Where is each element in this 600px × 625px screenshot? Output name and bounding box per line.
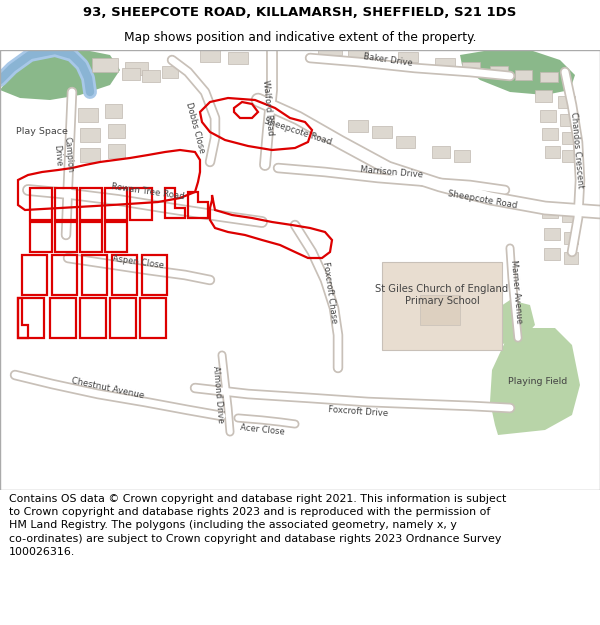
Text: Acer Close: Acer Close xyxy=(239,423,284,437)
Polygon shape xyxy=(540,72,558,82)
Polygon shape xyxy=(105,104,122,118)
Polygon shape xyxy=(78,108,98,122)
Polygon shape xyxy=(560,114,575,126)
Text: Chestnut Avenue: Chestnut Avenue xyxy=(71,376,145,400)
Text: Walford Road: Walford Road xyxy=(261,80,275,136)
Polygon shape xyxy=(228,52,248,64)
Text: Campion
Drive: Campion Drive xyxy=(52,136,74,174)
Text: St Giles Church of England
Primary School: St Giles Church of England Primary Schoo… xyxy=(376,284,509,306)
Text: Playing Field: Playing Field xyxy=(508,378,568,386)
Polygon shape xyxy=(462,62,480,72)
Text: Map shows position and indicative extent of the property.: Map shows position and indicative extent… xyxy=(124,31,476,44)
Polygon shape xyxy=(562,132,576,144)
Polygon shape xyxy=(454,150,470,162)
Polygon shape xyxy=(558,96,575,108)
Polygon shape xyxy=(108,124,125,138)
Polygon shape xyxy=(348,50,368,58)
Text: Chandos Crescent: Chandos Crescent xyxy=(569,111,585,189)
Polygon shape xyxy=(542,128,558,140)
Polygon shape xyxy=(460,50,575,95)
Polygon shape xyxy=(200,50,220,62)
Polygon shape xyxy=(372,126,392,138)
Polygon shape xyxy=(564,232,578,244)
Text: Contains OS data © Crown copyright and database right 2021. This information is : Contains OS data © Crown copyright and d… xyxy=(9,494,506,557)
Polygon shape xyxy=(564,252,578,264)
Polygon shape xyxy=(490,66,508,76)
Polygon shape xyxy=(545,146,560,158)
Polygon shape xyxy=(562,210,576,222)
Text: Sheepcote Road: Sheepcote Road xyxy=(446,189,517,211)
Text: Almond Drive: Almond Drive xyxy=(211,365,225,423)
Polygon shape xyxy=(142,70,160,82)
Polygon shape xyxy=(398,52,418,62)
Polygon shape xyxy=(544,228,560,240)
Text: Aspen Close: Aspen Close xyxy=(112,254,164,270)
Text: Play Space: Play Space xyxy=(16,127,68,136)
Polygon shape xyxy=(382,262,502,350)
Polygon shape xyxy=(108,144,125,158)
Polygon shape xyxy=(544,248,560,260)
Text: Marrison Drive: Marrison Drive xyxy=(360,165,424,179)
Text: Baker Drive: Baker Drive xyxy=(363,52,413,68)
Polygon shape xyxy=(540,110,556,122)
Polygon shape xyxy=(122,68,140,80)
Text: Rowan Tree Road: Rowan Tree Road xyxy=(111,182,185,202)
Polygon shape xyxy=(80,148,100,162)
Polygon shape xyxy=(162,66,178,78)
Text: Sheepcote Road: Sheepcote Road xyxy=(263,117,333,147)
Polygon shape xyxy=(432,146,450,158)
Polygon shape xyxy=(396,136,415,148)
Polygon shape xyxy=(542,206,558,218)
Text: Marner Avenue: Marner Avenue xyxy=(509,260,523,324)
Text: Dobbs Close: Dobbs Close xyxy=(184,101,206,154)
Polygon shape xyxy=(490,328,580,435)
Polygon shape xyxy=(562,150,576,162)
Text: Foxcroft Drive: Foxcroft Drive xyxy=(328,406,388,419)
Polygon shape xyxy=(435,58,455,68)
Polygon shape xyxy=(348,120,368,132)
Polygon shape xyxy=(80,128,100,142)
Polygon shape xyxy=(0,50,120,100)
Polygon shape xyxy=(515,70,532,80)
Text: Foxcroft Chase: Foxcroft Chase xyxy=(321,261,339,324)
Text: 93, SHEEPCOTE ROAD, KILLAMARSH, SHEFFIELD, S21 1DS: 93, SHEEPCOTE ROAD, KILLAMARSH, SHEFFIEL… xyxy=(83,6,517,19)
Polygon shape xyxy=(92,58,118,72)
Polygon shape xyxy=(488,300,535,345)
Polygon shape xyxy=(535,90,552,102)
Polygon shape xyxy=(420,295,460,325)
Polygon shape xyxy=(318,50,342,55)
Polygon shape xyxy=(125,62,148,75)
